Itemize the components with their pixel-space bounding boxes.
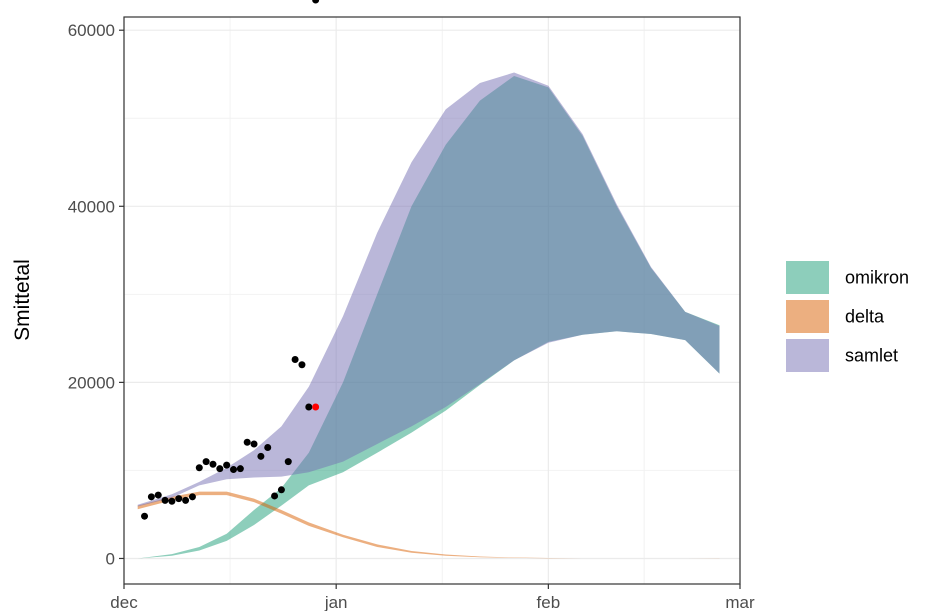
observed-points [141, 0, 320, 520]
observed-point [236, 465, 244, 473]
y-tick-label: 40000 [68, 197, 115, 216]
observed-point [175, 495, 183, 503]
x-tick-label: dec [110, 593, 138, 611]
observed-point [168, 497, 176, 505]
observed-point [305, 403, 313, 411]
y-tick-label: 60000 [68, 21, 115, 40]
y-tick-label: 20000 [68, 373, 115, 392]
series-layer [137, 72, 720, 559]
x-tick-label: feb [537, 593, 561, 611]
observed-point [188, 493, 196, 501]
observed-point [209, 460, 217, 468]
legend: omikron delta samlet [786, 261, 909, 372]
observed-point [141, 512, 149, 520]
observed-point [250, 440, 258, 448]
legend-label-omikron: omikron [845, 268, 909, 288]
observed-point [291, 355, 299, 363]
observed-point [216, 465, 224, 473]
observed-point [195, 464, 203, 472]
observed-point [277, 486, 285, 494]
legend-swatch-omikron [786, 261, 829, 294]
legend-swatch-delta [786, 300, 829, 333]
observed-point [161, 496, 169, 504]
series-band-samlet [137, 72, 720, 507]
x-tick-label: jan [324, 593, 348, 611]
observed-point [154, 491, 162, 499]
x-tick-label: mar [725, 593, 755, 611]
plot-border [123, 16, 741, 585]
observed-point [312, 0, 320, 4]
legend-label-delta: delta [845, 307, 885, 327]
observed-point [284, 458, 292, 466]
x-axis: dec jan feb mar [110, 584, 755, 611]
observed-point [298, 361, 306, 369]
legend-label-samlet: samlet [845, 346, 898, 366]
observed-point [271, 492, 279, 500]
observed-point [147, 493, 155, 501]
observed-point [257, 452, 265, 460]
observed-point [182, 496, 190, 504]
observed-point [223, 461, 231, 469]
y-axis: 0 20000 40000 60000 [68, 21, 124, 568]
observed-point [264, 444, 272, 452]
observed-point [202, 458, 210, 466]
legend-swatch-samlet [786, 339, 829, 372]
y-axis-title: Smittetal [11, 259, 34, 341]
y-tick-label: 0 [106, 549, 115, 568]
observed-point [230, 466, 238, 474]
latest-observed-point [312, 403, 320, 411]
observed-point [243, 438, 251, 446]
